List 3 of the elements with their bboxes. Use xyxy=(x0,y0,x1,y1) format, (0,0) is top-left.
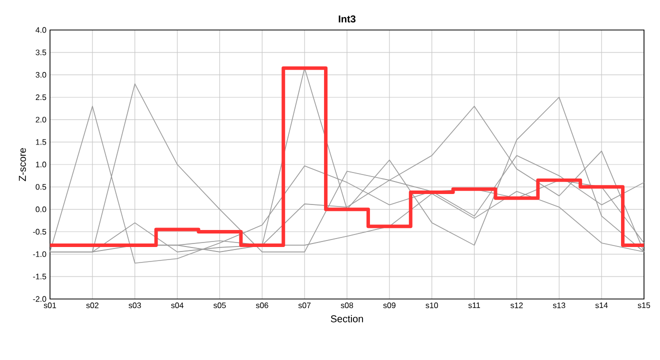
y-axis-title: Z-score xyxy=(18,148,26,182)
chart-title: Int3 xyxy=(338,15,356,22)
x-axis-title: Section xyxy=(330,315,363,322)
